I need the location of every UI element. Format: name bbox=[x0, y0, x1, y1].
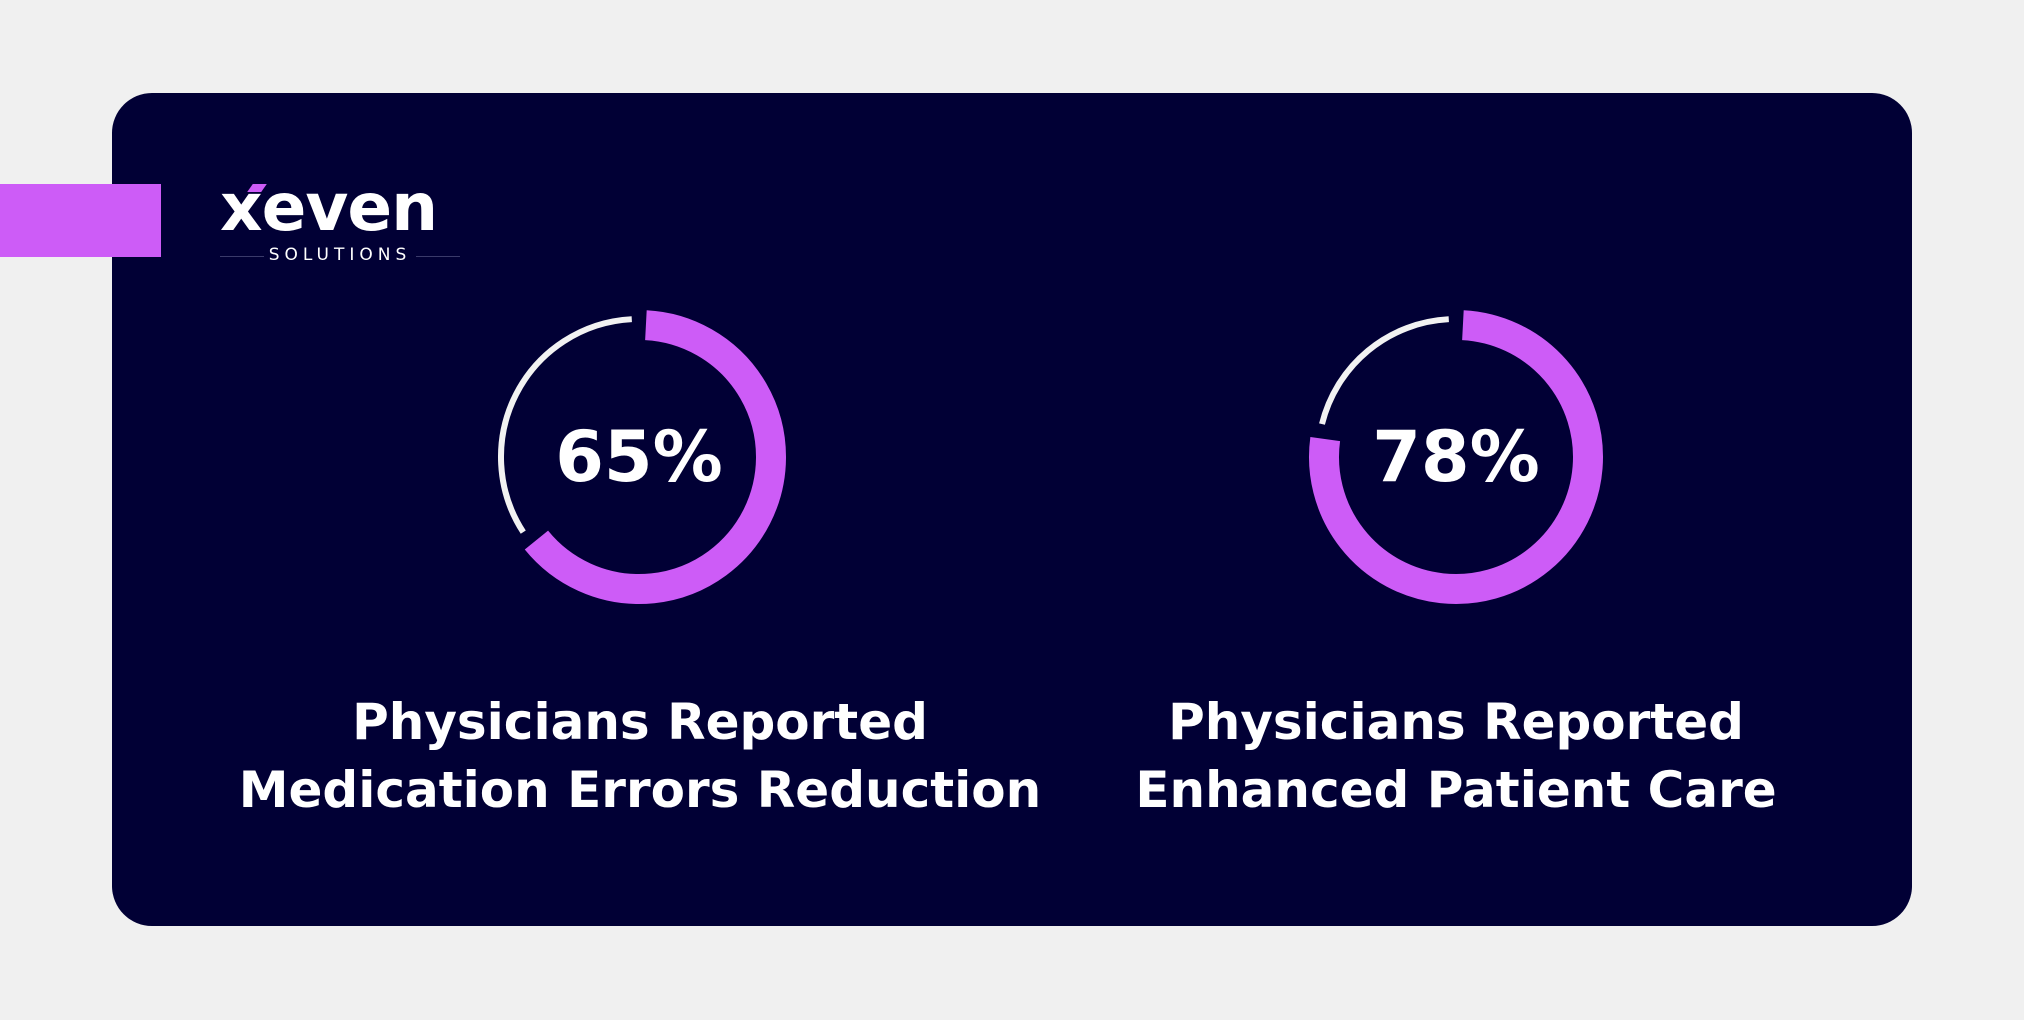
logo-rule-left bbox=[220, 256, 264, 257]
caption-2-line2: Enhanced Patient Care bbox=[1135, 761, 1777, 819]
logo-rule-right bbox=[416, 256, 460, 257]
accent-bar bbox=[0, 184, 161, 257]
donut-2-slice-remainder bbox=[1319, 316, 1449, 425]
xeven-logo: xeven SOLUTIONS bbox=[220, 172, 460, 272]
stats-card bbox=[112, 93, 1912, 926]
caption-1: Physicians Reported Medication Errors Re… bbox=[230, 688, 1050, 824]
donut-value-label-1: 65% bbox=[555, 416, 723, 498]
caption-1-line1: Physicians Reported bbox=[352, 693, 928, 751]
caption-2-line1: Physicians Reported bbox=[1168, 693, 1744, 751]
donut-chart-1: 65% bbox=[484, 302, 794, 612]
logo-wordmark: xeven bbox=[220, 169, 438, 246]
donut-2-slice-value bbox=[1309, 310, 1603, 604]
caption-1-line2: Medication Errors Reduction bbox=[238, 761, 1042, 819]
donut-value-label-2: 78% bbox=[1372, 416, 1540, 498]
donut-svg-2 bbox=[1309, 310, 1603, 604]
caption-2: Physicians Reported Enhanced Patient Car… bbox=[1046, 688, 1866, 824]
donut-svg-1 bbox=[498, 310, 786, 604]
donut-1-slice-value bbox=[524, 310, 786, 604]
donut-chart-2: 78% bbox=[1301, 302, 1611, 612]
donut-1-slice-remainder bbox=[498, 316, 632, 534]
logo-tagline: SOLUTIONS bbox=[268, 245, 412, 265]
